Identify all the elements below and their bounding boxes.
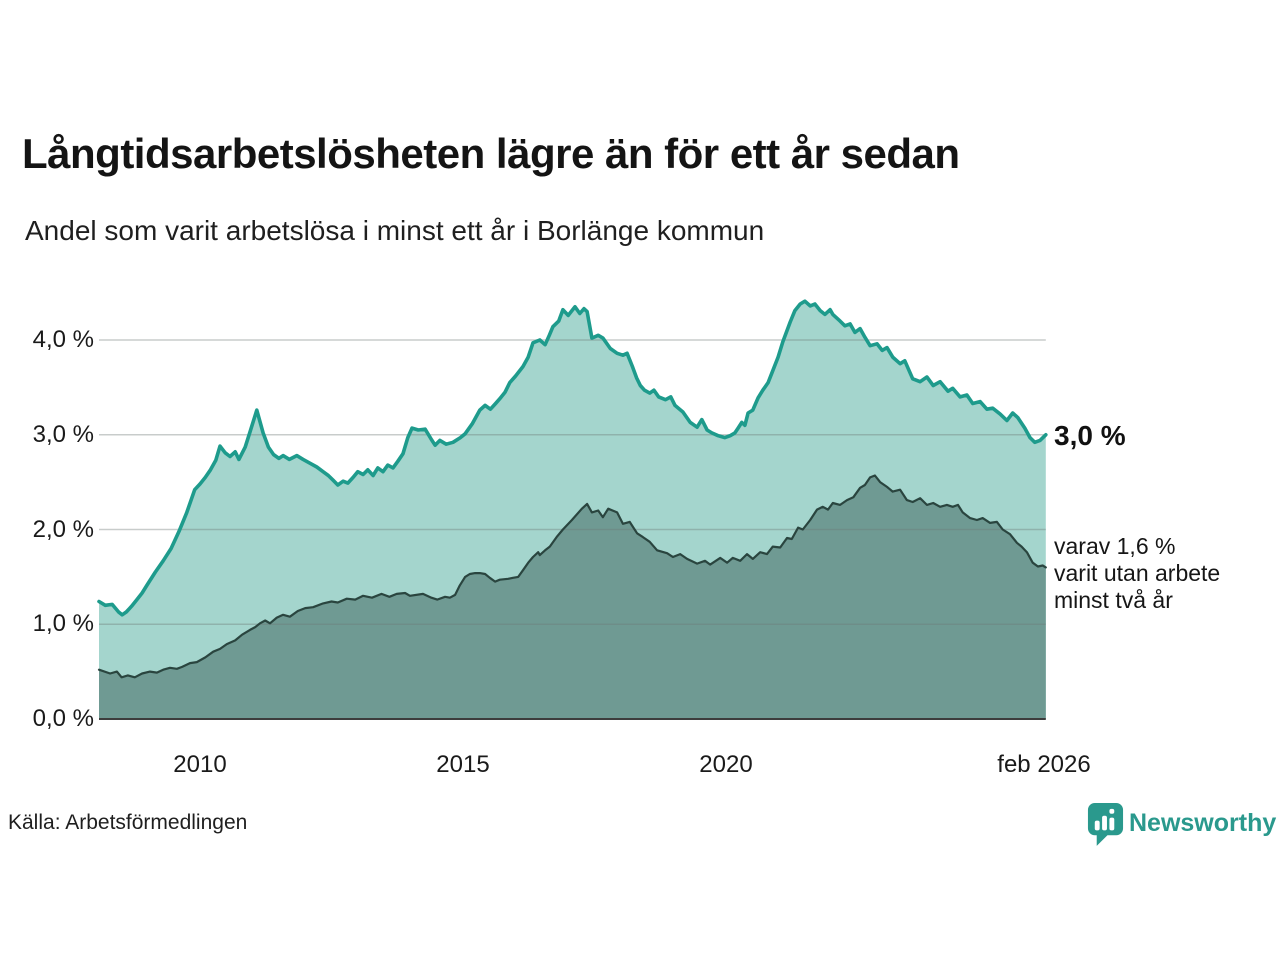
y-tick-2: 2,0 % [32,516,94,543]
secondary-annotation-line-1: varav 1,6 % [1054,533,1176,559]
source-credit: Källa: Arbetsförmedlingen [8,811,248,834]
secondary-annotation-line-3: minst två år [1054,587,1173,613]
y-tick-4: 4,0 % [32,326,94,353]
x-tick-2020: 2020 [699,751,753,778]
series-twoyear-line [97,474,1047,679]
y-tick-3: 3,0 % [32,421,94,448]
x-tick-feb-2026: feb 2026 [997,751,1091,778]
series-total-line [97,299,1048,617]
x-tick-2015: 2015 [436,751,490,778]
y-tick-1: 1,0 % [32,610,94,637]
secondary-annotation: varav 1,6 % varit utan arbete minst två … [1054,533,1220,614]
chart-title: Långtidsarbetslösheten lägre än för ett … [22,130,960,177]
y-tick-0: 0,0 % [32,705,94,732]
series-twoyear-area [99,475,1046,719]
newsworthy-logo-icon [1087,803,1124,846]
chart-subtitle: Andel som varit arbetslösa i minst ett å… [25,215,765,246]
end-value-label: 3,0 % [1054,420,1126,451]
x-tick-2010: 2010 [173,751,227,778]
newsworthy-logo-text: Newsworthy [1129,809,1277,837]
secondary-annotation-line-2: varit utan arbete [1054,560,1221,586]
